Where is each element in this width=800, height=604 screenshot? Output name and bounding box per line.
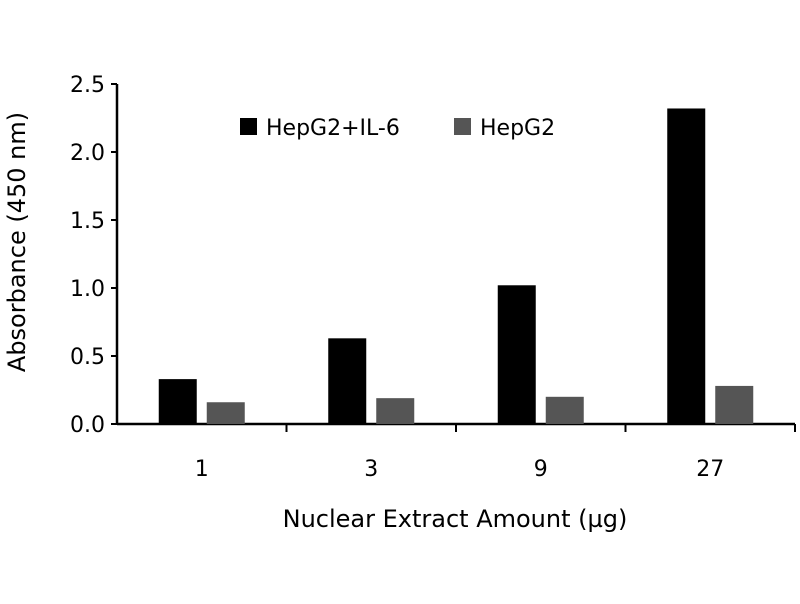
- y-tick-label: 2.0: [70, 141, 105, 166]
- legend-swatch-hepg2-il6: [240, 118, 257, 135]
- legend-label-hepg2: HepG2: [480, 116, 555, 141]
- bars-group: [158, 108, 754, 424]
- y-tick-label: 2.5: [70, 73, 105, 98]
- y-tick-label: 1.5: [70, 209, 105, 234]
- x-axis-ticks: 1 3 9 27: [195, 424, 796, 482]
- bar-hepg2-1: [206, 402, 245, 424]
- y-tick-label: 0.5: [70, 345, 105, 370]
- bar-hepg2-il-6-1: [158, 379, 197, 424]
- x-tick-label: 9: [534, 457, 548, 482]
- y-tick-label: 0.0: [70, 413, 105, 438]
- bar-hepg2-9: [545, 396, 584, 424]
- x-tick-label: 27: [696, 457, 724, 482]
- bar-hepg2-il-6-3: [328, 338, 367, 424]
- y-axis-ticks: 0.0 0.5 1.0 1.5 2.0 2.5: [70, 73, 117, 438]
- bar-hepg2-3: [376, 398, 415, 424]
- legend-label-hepg2-il6: HepG2+IL-6: [266, 116, 400, 141]
- x-tick-label: 3: [364, 457, 378, 482]
- x-axis-label: Nuclear Extract Amount (µg): [283, 505, 628, 533]
- y-tick-label: 1.0: [70, 277, 105, 302]
- bar-hepg2-il-6-9: [497, 285, 536, 424]
- bar-hepg2-27: [715, 385, 754, 424]
- bar-hepg2-il-6-27: [667, 108, 706, 424]
- legend: HepG2+IL-6 HepG2: [240, 116, 555, 141]
- x-tick-label: 1: [195, 457, 209, 482]
- legend-swatch-hepg2: [454, 118, 471, 135]
- y-axis-label: Absorbance (450 nm): [3, 112, 31, 372]
